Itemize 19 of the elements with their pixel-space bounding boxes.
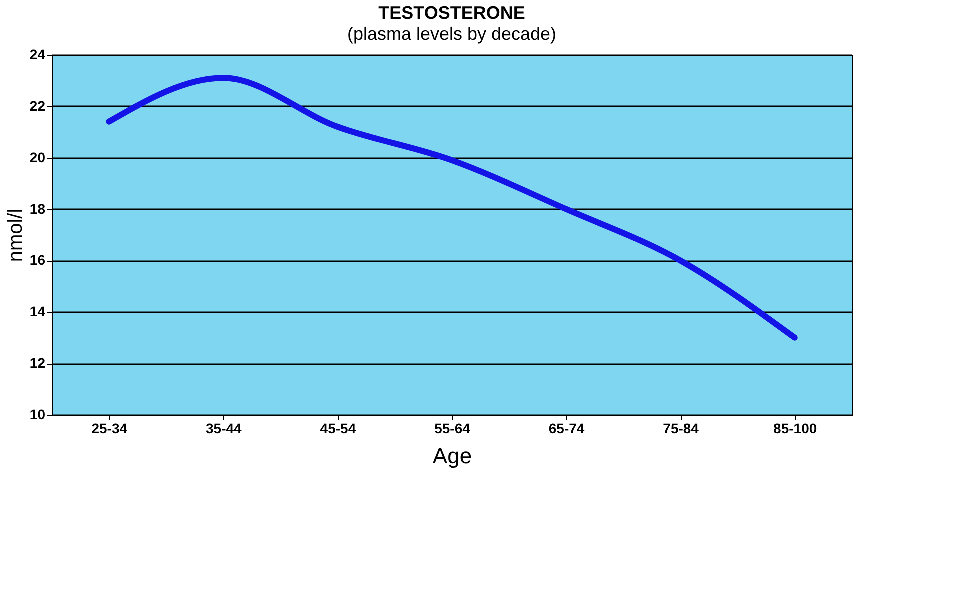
y-tick-label: 22 [30,98,46,114]
x-tick-label: 35-44 [206,420,242,436]
y-tick-label: 18 [30,200,46,217]
x-axis-title: Age [432,444,472,468]
y-tick-label: 20 [30,149,46,166]
y-tick-label: 10 [30,406,46,422]
chart-title: TESTOSTERONE [378,3,526,23]
y-tick-label: 24 [30,46,46,62]
y-axis-title: nmol/l [4,208,27,262]
x-tick-label: 85-100 [774,420,818,436]
y-tick-label: 12 [30,355,46,372]
y-tick-label: 14 [30,304,46,320]
x-tick-label: 25-34 [92,420,128,436]
x-tick-label: 45-54 [320,420,356,436]
chart-subtitle: (plasma levels by decade) [347,24,557,44]
x-tick-label: 65-74 [548,420,585,436]
y-tick-label: 16 [30,252,46,268]
x-tick-label: 75-84 [663,420,700,436]
x-tick-label: 55-64 [434,420,471,436]
